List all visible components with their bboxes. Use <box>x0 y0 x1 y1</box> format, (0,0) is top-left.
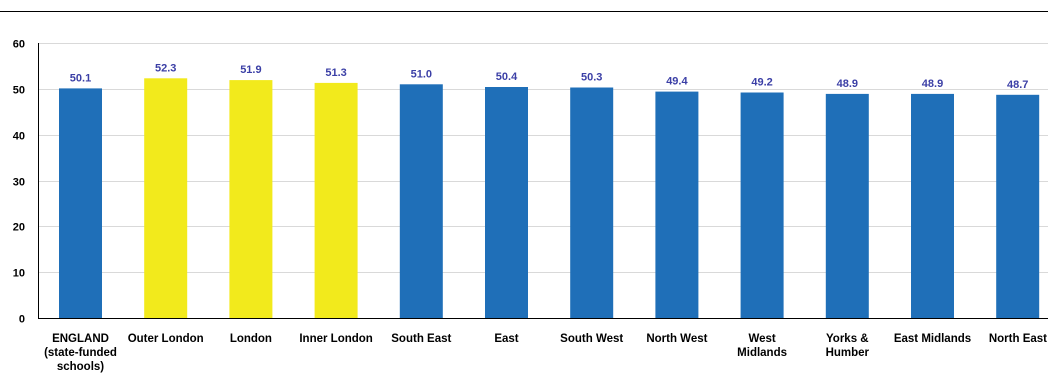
bar <box>59 88 102 319</box>
x-category-label: East <box>494 333 518 345</box>
bar <box>485 87 528 318</box>
bar <box>825 93 869 319</box>
x-category-label-line: Outer London <box>128 333 204 345</box>
bar-value-label: 50.1 <box>70 72 91 84</box>
bars <box>59 78 1040 319</box>
top-divider-line <box>0 11 1048 12</box>
x-category-label-line: North West <box>646 333 707 345</box>
bar-value-label: 48.9 <box>922 78 943 90</box>
x-category-label-line: West <box>748 333 775 345</box>
y-tick-label: 0 <box>19 314 25 326</box>
x-category-label: North East <box>989 333 1047 345</box>
gridlines <box>38 43 1048 273</box>
y-tick-label: 10 <box>13 268 25 280</box>
value-labels: 50.1 52.3 51.9 51.3 51.0 50.4 50.3 49.4 49.2 48.9… <box>70 62 1029 91</box>
x-category-label-line: London <box>230 333 272 345</box>
y-tick-label: 60 <box>13 39 25 51</box>
x-category-label-line: (state-funded <box>44 347 117 359</box>
x-category-label-line: North East <box>989 333 1047 345</box>
bar-value-label: 48.7 <box>1007 79 1028 91</box>
x-category-label: East Midlands <box>894 333 971 345</box>
x-category-label-line: Inner London <box>299 333 372 345</box>
bar-value-label: 49.4 <box>666 76 688 88</box>
x-category-label: Outer London <box>128 333 204 345</box>
y-tick-label: 20 <box>13 222 25 234</box>
bar-value-label: 51.9 <box>240 64 261 76</box>
bar <box>144 78 188 318</box>
y-tick-label: 30 <box>13 177 25 189</box>
x-category-label-line: South East <box>391 333 451 345</box>
x-category-label-line: ENGLAND <box>52 333 109 345</box>
x-category-label: Inner London <box>299 333 372 345</box>
y-tick-label: 50 <box>13 85 25 97</box>
x-category-label: ENGLAND (state-funded schools) <box>44 333 117 373</box>
x-category-label-line: Midlands <box>737 347 787 359</box>
x-category-label-line: South West <box>560 333 623 345</box>
bar <box>399 84 443 319</box>
bar-value-label: 48.9 <box>837 78 858 90</box>
bar <box>229 80 273 318</box>
bar-value-label: 51.3 <box>325 67 346 79</box>
bar <box>314 82 358 319</box>
bar-value-label: 50.3 <box>581 72 602 84</box>
x-category-label: Yorks & Humber <box>826 333 870 359</box>
x-category-label: London <box>230 333 272 345</box>
axes <box>38 43 1048 319</box>
bar <box>740 92 784 318</box>
bar-value-label: 52.3 <box>155 62 176 74</box>
x-category-label-line: Humber <box>826 347 870 359</box>
bar-value-label: 51.0 <box>411 68 432 80</box>
x-category-label-line: schools) <box>57 361 104 373</box>
bar <box>655 91 699 318</box>
x-category-label: North West <box>646 333 707 345</box>
bar <box>996 94 1040 318</box>
x-axis-category-labels: ENGLAND (state-funded schools) Outer London… <box>44 333 1047 373</box>
x-category-label: South East <box>391 333 451 345</box>
x-category-label-line: East <box>494 333 518 345</box>
bar-value-label: 49.2 <box>751 77 772 89</box>
bar-value-label: 50.4 <box>496 71 518 83</box>
y-axis-tick-labels: 0 10 20 30 40 50 60 <box>13 39 25 326</box>
x-category-label-line: East Midlands <box>894 333 971 345</box>
bar <box>570 87 614 318</box>
bar <box>911 93 954 319</box>
x-category-label: West Midlands <box>737 333 787 359</box>
x-category-label: South West <box>560 333 623 345</box>
x-category-label-line: Yorks & <box>826 333 869 345</box>
y-tick-label: 40 <box>13 131 25 143</box>
